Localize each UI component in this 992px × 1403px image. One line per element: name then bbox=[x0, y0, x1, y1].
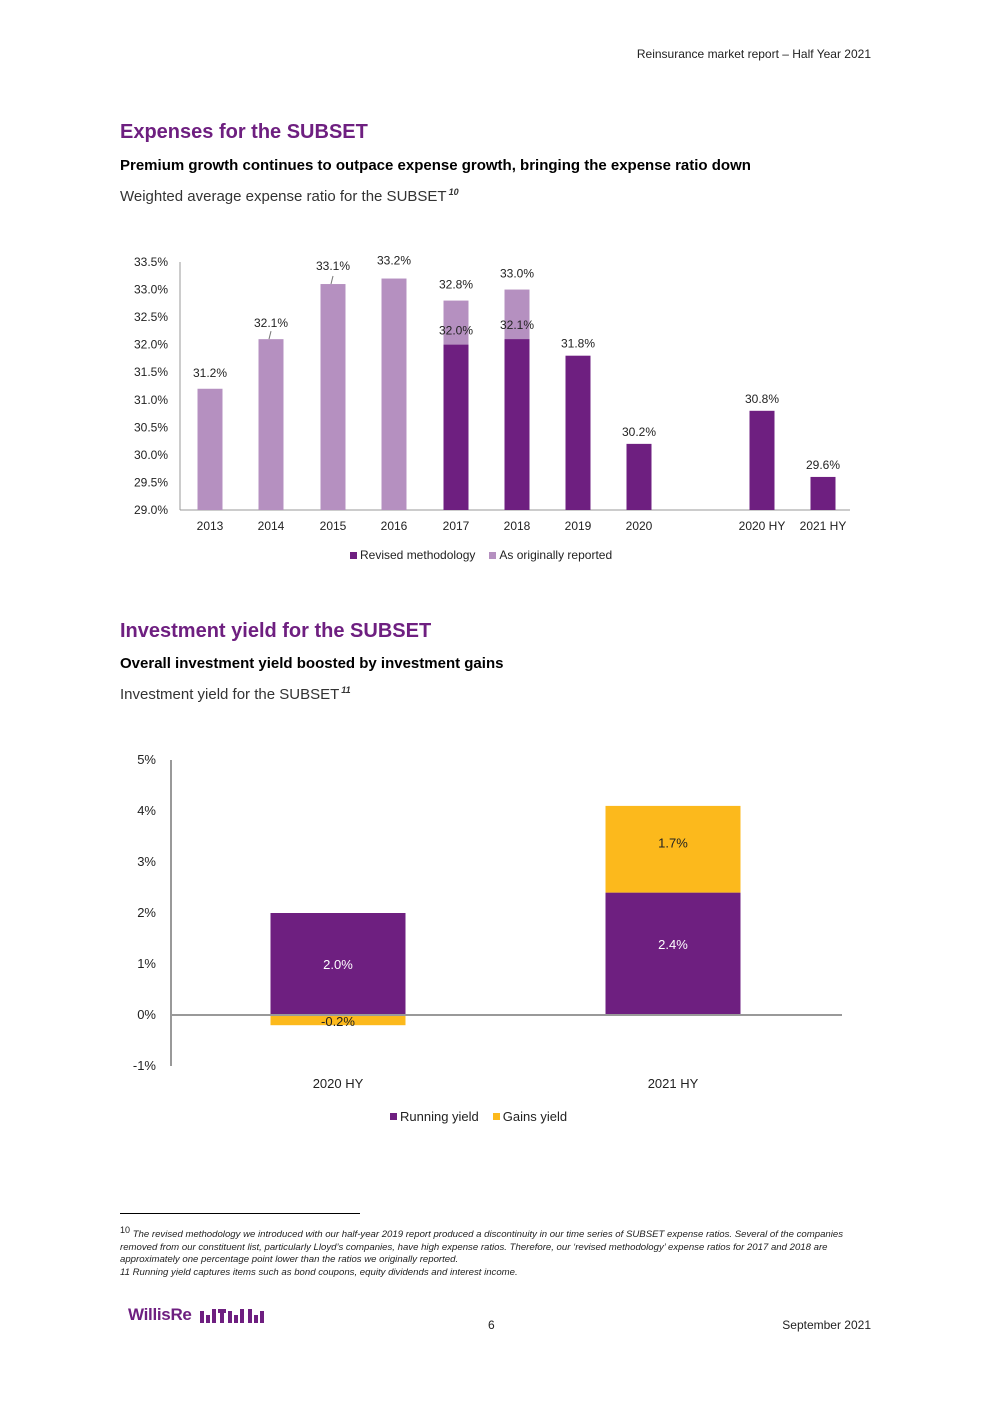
data-label-running-yield: 2.0% bbox=[323, 957, 353, 972]
legend-swatch-revised bbox=[350, 551, 357, 559]
legend-swatch-original bbox=[489, 551, 497, 559]
y-tick-label: 33.5% bbox=[134, 255, 168, 269]
bar-running-yield bbox=[270, 913, 406, 1015]
bar-revised-methodology bbox=[626, 443, 652, 510]
willisre-logo: WillisRe bbox=[128, 1305, 264, 1325]
chart-caption-investment: Investment yield for the SUBSET 11 bbox=[120, 685, 351, 703]
data-label-original: 33.2% bbox=[377, 254, 411, 268]
data-label-original: 33.0% bbox=[500, 267, 534, 281]
footnote-11: 11 Running yield captures items such as … bbox=[120, 1266, 518, 1278]
bar-revised-methodology bbox=[504, 339, 530, 510]
x-tick-label: 2015 bbox=[320, 519, 347, 533]
legend-label-original: As originally reported bbox=[499, 548, 613, 562]
y-tick-label: 3% bbox=[137, 854, 156, 869]
section-subtitle-investment: Overall investment yield boosted by inve… bbox=[120, 655, 504, 672]
section-title-expenses: Expenses for the SUBSET bbox=[120, 121, 368, 143]
expense-ratio-chart: 29.0% 29.5% 30.0% 30.5% 31.0% 31.5% 32.0% 32.5%… bbox=[134, 254, 850, 533]
data-label-revised: 32.0% bbox=[439, 324, 473, 338]
x-tick-label: 2019 bbox=[565, 519, 592, 533]
data-label-revised: 32.1% bbox=[500, 318, 534, 332]
report-date: September 2021 bbox=[782, 1318, 871, 1332]
y-tick-label: 32.0% bbox=[134, 338, 168, 352]
data-label-original: 32.8% bbox=[439, 278, 473, 292]
investment-yield-chart: -1% 0% 1% 2% 3% 4% 5% 2.0% -0.2% 2020 HY 2.4% 1.7% 2… bbox=[133, 752, 842, 1091]
y-tick-label: 30.5% bbox=[134, 420, 168, 434]
bar-revised-methodology bbox=[749, 410, 775, 510]
x-tick-label: 2020 HY bbox=[313, 1076, 364, 1091]
x-tick-label: 2020 bbox=[626, 519, 653, 533]
data-label-gains-yield: 1.7% bbox=[658, 835, 688, 850]
data-label-original: 32.1% bbox=[254, 316, 288, 330]
legend-label-gains: Gains yield bbox=[502, 1109, 568, 1124]
footnotes: 10 The revised methodology we introduced… bbox=[120, 1224, 880, 1280]
chart-caption-expenses: Weighted average expense ratio for the S… bbox=[120, 187, 459, 205]
data-label-revised: 29.6% bbox=[806, 458, 840, 472]
bar-as-originally-reported bbox=[197, 388, 223, 510]
footnote-ref-10: 10 bbox=[448, 187, 459, 197]
y-tick-label: 33.0% bbox=[134, 283, 168, 297]
x-tick-label: 2017 bbox=[443, 519, 470, 533]
leader-line bbox=[268, 331, 272, 340]
expense-ratio-legend: Revised methodology As originally report… bbox=[350, 548, 612, 562]
y-tick-label: 32.5% bbox=[134, 310, 168, 324]
report-title: Reinsurance market report – Half Year 20… bbox=[636, 47, 871, 61]
caption-text: Weighted average expense ratio for the S… bbox=[120, 188, 447, 205]
x-tick-label: 2018 bbox=[504, 519, 531, 533]
y-tick-label: 30.0% bbox=[134, 448, 168, 462]
caption-text: Investment yield for the SUBSET bbox=[120, 686, 340, 703]
y-tick-label: 1% bbox=[137, 956, 156, 971]
legend-item-revised: Revised methodology bbox=[350, 548, 475, 562]
bar-revised-methodology bbox=[443, 344, 469, 510]
footnote-10: 10 The revised methodology we introduced… bbox=[120, 1224, 880, 1267]
bar-running-yield bbox=[605, 892, 741, 1015]
data-label-running-yield: 2.4% bbox=[658, 937, 688, 952]
y-tick-label: 0% bbox=[137, 1007, 156, 1022]
page-number: 6 bbox=[488, 1318, 495, 1332]
footnote-divider bbox=[120, 1213, 360, 1214]
bar-as-originally-reported bbox=[320, 284, 346, 510]
x-tick-label: 2016 bbox=[381, 519, 408, 533]
y-tick-label: 5% bbox=[137, 752, 156, 767]
logo-text: WillisRe bbox=[128, 1305, 192, 1324]
x-tick-label: 2014 bbox=[258, 519, 285, 533]
section-title-investment: Investment yield for the SUBSET bbox=[120, 620, 432, 642]
data-label-revised: 30.8% bbox=[745, 392, 779, 406]
y-tick-label: 2% bbox=[137, 905, 156, 920]
bar-revised-methodology bbox=[565, 355, 591, 510]
investment-yield-legend: Running yield Gains yield bbox=[390, 1109, 567, 1124]
x-tick-label: 2021 HY bbox=[800, 519, 847, 533]
legend-item-original: As originally reported bbox=[489, 548, 612, 562]
legend-label-revised: Revised methodology bbox=[360, 548, 476, 562]
section-subtitle-expenses: Premium growth continues to outpace expe… bbox=[120, 157, 751, 174]
legend-label-running: Running yield bbox=[400, 1109, 479, 1124]
legend-item-running: Running yield bbox=[390, 1109, 479, 1124]
data-label-revised: 31.8% bbox=[561, 337, 595, 351]
y-tick-label: 29.0% bbox=[134, 503, 168, 517]
data-label-original: 33.1% bbox=[316, 259, 350, 273]
legend-swatch-running bbox=[390, 1113, 397, 1120]
x-tick-label: 2021 HY bbox=[648, 1076, 699, 1091]
wtw-logo-icon bbox=[199, 1309, 264, 1323]
footnote-ref-11: 11 bbox=[341, 685, 351, 695]
y-tick-label: -1% bbox=[133, 1058, 157, 1073]
leader-line bbox=[330, 275, 334, 285]
y-tick-label: 31.0% bbox=[134, 393, 168, 407]
x-tick-label: 2020 HY bbox=[739, 519, 786, 533]
legend-item-gains: Gains yield bbox=[492, 1109, 568, 1124]
legend-swatch-gains bbox=[492, 1113, 500, 1120]
y-tick-label: 29.5% bbox=[134, 475, 168, 489]
bar-revised-methodology bbox=[810, 476, 836, 510]
data-label-original: 31.2% bbox=[193, 366, 227, 380]
y-tick-label: 31.5% bbox=[134, 365, 168, 379]
bar-gains-yield bbox=[270, 1015, 406, 1026]
bar-as-originally-reported bbox=[381, 278, 407, 510]
footnote-10-text: The revised methodology we introduced wi… bbox=[120, 1229, 843, 1266]
footnote-10-number: 10 bbox=[120, 1225, 131, 1235]
bar-gains-yield bbox=[605, 805, 741, 893]
y-tick-label: 4% bbox=[137, 803, 156, 818]
x-tick-label: 2013 bbox=[197, 519, 224, 533]
bar-as-originally-reported bbox=[258, 339, 284, 510]
data-label-revised: 30.2% bbox=[622, 425, 656, 439]
data-label-gains-yield: -0.2% bbox=[321, 1014, 355, 1029]
